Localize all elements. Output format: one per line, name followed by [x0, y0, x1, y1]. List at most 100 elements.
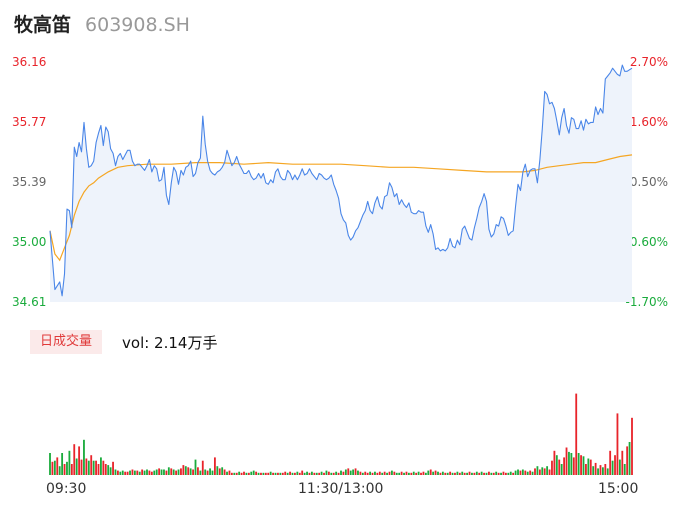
volume-bar	[182, 465, 185, 475]
volume-bar	[177, 469, 180, 475]
volume-bar	[165, 470, 168, 475]
volume-bar	[107, 465, 110, 475]
volume-bar	[405, 471, 408, 475]
volume-bar	[129, 470, 131, 475]
pct-tick-label: 1.60%	[629, 115, 668, 129]
volume-bar	[359, 471, 362, 475]
volume-bar	[446, 472, 449, 475]
volume-bar	[313, 472, 316, 475]
volume-bar	[546, 466, 549, 475]
volume-bar	[235, 472, 238, 475]
volume-bar	[150, 471, 153, 475]
price-tick-label: 35.39	[12, 175, 47, 189]
volume-bar	[502, 471, 505, 475]
volume-bar	[543, 468, 546, 475]
volume-bar	[310, 471, 313, 475]
stock-name: 牧高笛	[14, 14, 72, 36]
volume-bar	[485, 472, 488, 475]
volume-bar	[357, 470, 359, 475]
volume-bar	[216, 466, 219, 475]
volume-bar	[247, 472, 250, 475]
volume-bar	[490, 472, 493, 475]
volume-bar	[524, 470, 527, 475]
volume-bar	[213, 457, 216, 475]
volume-bar	[206, 470, 209, 475]
volume-bar	[534, 468, 536, 475]
volume-bar	[308, 472, 311, 475]
volume-bar	[577, 453, 580, 475]
volume-bar	[570, 453, 573, 475]
volume-bar	[102, 460, 105, 475]
volume-bar	[170, 468, 173, 475]
volume-bar	[218, 468, 221, 475]
volume-bar	[90, 455, 93, 475]
volume-bar	[565, 447, 568, 475]
volume-bar	[606, 468, 609, 475]
volume-bar	[424, 472, 427, 475]
volume-bar	[78, 446, 81, 475]
volume-bar	[294, 472, 296, 475]
volume-bar	[422, 471, 425, 475]
volume-bar	[51, 461, 54, 475]
volume-bar	[374, 471, 376, 475]
volume-bar	[73, 444, 76, 475]
volume-bar	[264, 472, 267, 475]
volume-bar	[369, 471, 372, 475]
volume-bar	[221, 467, 224, 475]
volume-bar	[381, 472, 384, 475]
volume-bar	[80, 459, 83, 475]
volume-bar	[286, 472, 289, 475]
volume-bar	[180, 468, 182, 475]
volume-bar	[245, 472, 248, 475]
time-tick-label: 09:30	[46, 481, 87, 497]
volume-bar	[92, 460, 95, 475]
volume-bar	[609, 450, 612, 475]
volume-bar	[85, 458, 88, 475]
volume-bar	[104, 464, 107, 475]
volume-bar	[376, 472, 379, 475]
volume-bar	[451, 472, 454, 475]
volume-bar	[121, 470, 124, 475]
price-tick-label: 34.61	[12, 295, 47, 309]
volume-bar	[53, 460, 56, 475]
volume-bar	[478, 472, 481, 475]
volume-bar	[337, 472, 340, 475]
volume-bar	[349, 470, 352, 475]
volume-bar	[361, 472, 364, 475]
volume-bar	[488, 471, 490, 475]
volume-bar	[560, 464, 563, 475]
volume-bar	[364, 471, 367, 475]
volume-bar	[158, 468, 161, 475]
volume-bar	[594, 462, 597, 475]
volume-bar	[49, 453, 51, 475]
volume-bar	[492, 472, 495, 475]
volume-bar	[592, 466, 595, 475]
volume-bar	[277, 472, 279, 475]
volume-bar	[68, 450, 71, 475]
volume-bar	[509, 471, 512, 475]
volume-bar	[131, 469, 134, 475]
volume-bar	[344, 469, 347, 475]
volume-bar	[429, 469, 432, 475]
volume-bar	[599, 465, 602, 475]
price-tick-label: 36.16	[12, 55, 47, 69]
volume-bar	[483, 472, 485, 475]
volume-bar	[262, 472, 265, 475]
volume-bar	[434, 470, 437, 475]
volume-bar	[63, 464, 66, 475]
volume-bar	[75, 458, 78, 475]
pct-tick-label: 0.50%	[629, 175, 668, 189]
price-area-fill	[50, 65, 632, 302]
volume-bar	[61, 453, 64, 475]
volume-bar	[211, 470, 214, 475]
volume-bar	[83, 439, 85, 475]
stock-code: 603908.SH	[85, 14, 190, 36]
volume-tab[interactable]: 日成交量	[30, 330, 103, 354]
volume-bar	[306, 471, 308, 475]
volume-bar	[553, 450, 556, 475]
volume-bar	[580, 455, 582, 475]
volume-bar	[563, 457, 566, 475]
volume-bar	[371, 472, 374, 475]
time-tick-label: 15:00	[598, 481, 639, 497]
